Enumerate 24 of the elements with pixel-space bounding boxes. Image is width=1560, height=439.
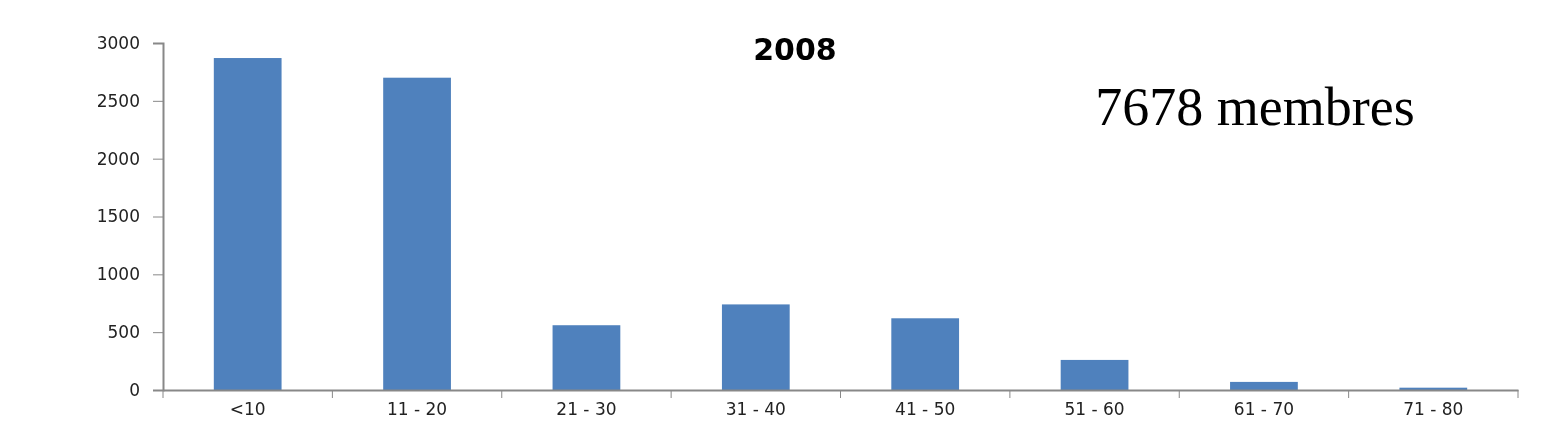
bar: [552, 325, 621, 390]
x-tick-label: 11 - 20: [386, 399, 448, 419]
y-tick-label: 1500: [96, 206, 140, 227]
y-tick-label: 3000: [96, 32, 140, 53]
bar: [213, 58, 282, 390]
x-tick-label: 41 - 50: [895, 399, 956, 419]
y-tick-label: 0: [129, 379, 140, 400]
bar: [1230, 381, 1298, 390]
y-tick-label: 2000: [96, 148, 140, 169]
x-tick-label: 61 - 70: [1233, 399, 1295, 419]
bar: [891, 318, 960, 390]
chart-title: 2008: [753, 32, 837, 67]
y-tick-label: 500: [107, 322, 140, 343]
bar: [1060, 359, 1129, 390]
x-tick-label: 51 - 60: [1064, 399, 1125, 419]
y-tick-label: 2500: [96, 90, 140, 111]
bar: [721, 304, 790, 390]
annotation: 7678 membres: [1095, 77, 1415, 137]
y-tick-label: 1000: [96, 264, 140, 285]
x-tick-label: 71 - 80: [1403, 399, 1464, 419]
x-tick-label: 31 - 40: [725, 399, 786, 419]
bar: [383, 77, 451, 390]
x-tick-label: 21 - 30: [556, 399, 617, 419]
x-tick-label: <10: [229, 399, 266, 419]
